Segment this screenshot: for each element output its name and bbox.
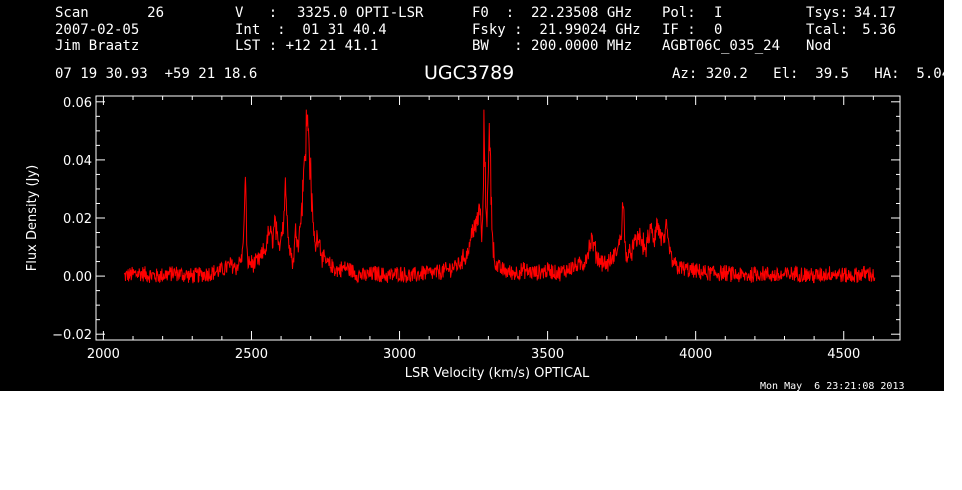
y-tick-label: 0.06 [63,96,92,111]
render-timestamp: Mon May 6 23:21:08 2013 [760,381,905,392]
x-tick-label: 4000 [679,347,712,362]
x-tick-label: 3000 [383,347,416,362]
plot-window: Scan 26 V : 3325.0 OPTI-LSR F0 : 22.2350… [0,0,944,391]
x-tick-label: 2000 [87,347,120,362]
y-tick-label: 0.00 [63,270,92,285]
spectrum-chart: 2000 2500 3000 3500 4000 4500 −0.02 0.00 0.02 0.0… [0,0,944,391]
x-axis-label: LSR Velocity (km/s) OPTICAL [405,366,590,381]
x-tick-label: 2500 [235,347,268,362]
x-tick-label: 3500 [531,347,564,362]
trace-layer [124,110,875,284]
spectrum-trace [124,110,875,284]
y-tick-label: 0.02 [63,212,92,227]
x-tick-label: 4500 [827,347,860,362]
y-axis-label: Flux Density (Jy) [25,165,40,271]
y-tick-label: −0.02 [52,328,92,343]
plot-frame [96,96,900,340]
y-tick-label: 0.04 [63,154,92,169]
